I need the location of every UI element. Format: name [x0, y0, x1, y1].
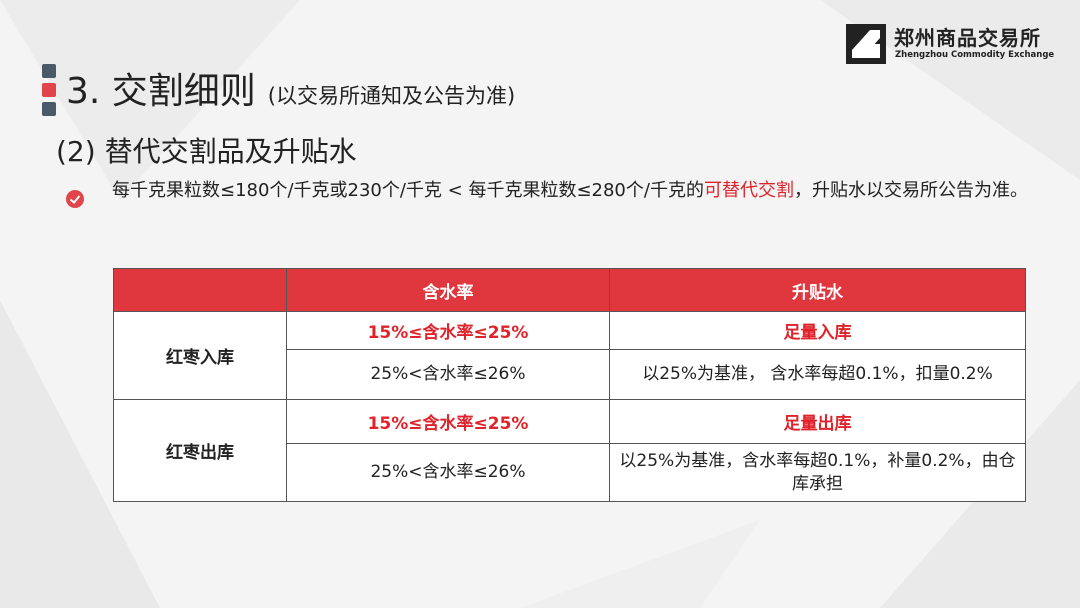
section-subtitle: (2) 替代交割品及升贴水 [56, 135, 357, 168]
bullet-highlight: 可替代交割 [703, 180, 794, 201]
group-label-inbound: 红枣入库 [113, 311, 287, 400]
logo-name-cn: 郑州商品交易所 [894, 26, 1041, 50]
moisture-cell: 25%<含水率≤26% [286, 349, 610, 400]
title-accent-bars [42, 64, 56, 116]
bullet-text-after: ，升贴水以交易所公告为准。 [793, 180, 1028, 201]
bullet-text-before: 每千克果粒数≤180个/千克或230个/千克 < 每千克果粒数≤280个/千克的 [112, 180, 704, 201]
moisture-cell: 15%≤含水率≤25% [286, 311, 610, 350]
logo-mark-icon [846, 24, 886, 64]
moisture-cell: 25%<含水率≤26% [286, 443, 610, 502]
exchange-logo: 郑州商品交易所 Zhengzhou Commodity Exchange [846, 22, 1056, 66]
page-title-main: 3. 交割细则 [66, 71, 256, 112]
bullet-paragraph: 每千克果粒数≤180个/千克或230个/千克 < 每千克果粒数≤280个/千克的… [112, 177, 1032, 204]
header-premium: 升贴水 [609, 268, 1026, 312]
premium-cell: 足量入库 [609, 311, 1026, 350]
table-row: 红枣出库 15%≤含水率≤25% 足量出库 [113, 399, 1026, 502]
accent-bar-middle [42, 83, 56, 97]
header-blank [113, 268, 287, 312]
premium-cell: 足量出库 [609, 399, 1026, 444]
table-header-row: 含水率 升贴水 [113, 268, 1026, 312]
premium-table: 含水率 升贴水 红枣入库 15%≤含水率≤25% 足量入库 25%<含水率≤26… [113, 268, 1026, 502]
table-row: 25%<含水率≤26% 以25%为基准，含水率每超0.1%，补量0.2%，由仓库… [114, 443, 1026, 502]
premium-cell: 以25%为基准， 含水率每超0.1%，扣量0.2% [609, 349, 1026, 400]
moisture-cell: 15%≤含水率≤25% [286, 399, 610, 444]
logo-name-en: Zhengzhou Commodity Exchange [895, 50, 1055, 60]
header-moisture: 含水率 [286, 268, 610, 312]
page-title: 3. 交割细则 (以交易所通知及公告为准) [66, 62, 515, 114]
page-title-note: (以交易所通知及公告为准) [267, 84, 516, 108]
table-row: 红枣入库 15%≤含水率≤25% 足量入库 [113, 311, 1026, 400]
accent-bar-top [42, 64, 56, 78]
premium-cell: 以25%为基准，含水率每超0.1%，补量0.2%，由仓库承担 [609, 443, 1026, 502]
check-icon [66, 190, 84, 208]
group-label-outbound: 红枣出库 [113, 399, 287, 502]
accent-bar-bottom [42, 102, 56, 116]
